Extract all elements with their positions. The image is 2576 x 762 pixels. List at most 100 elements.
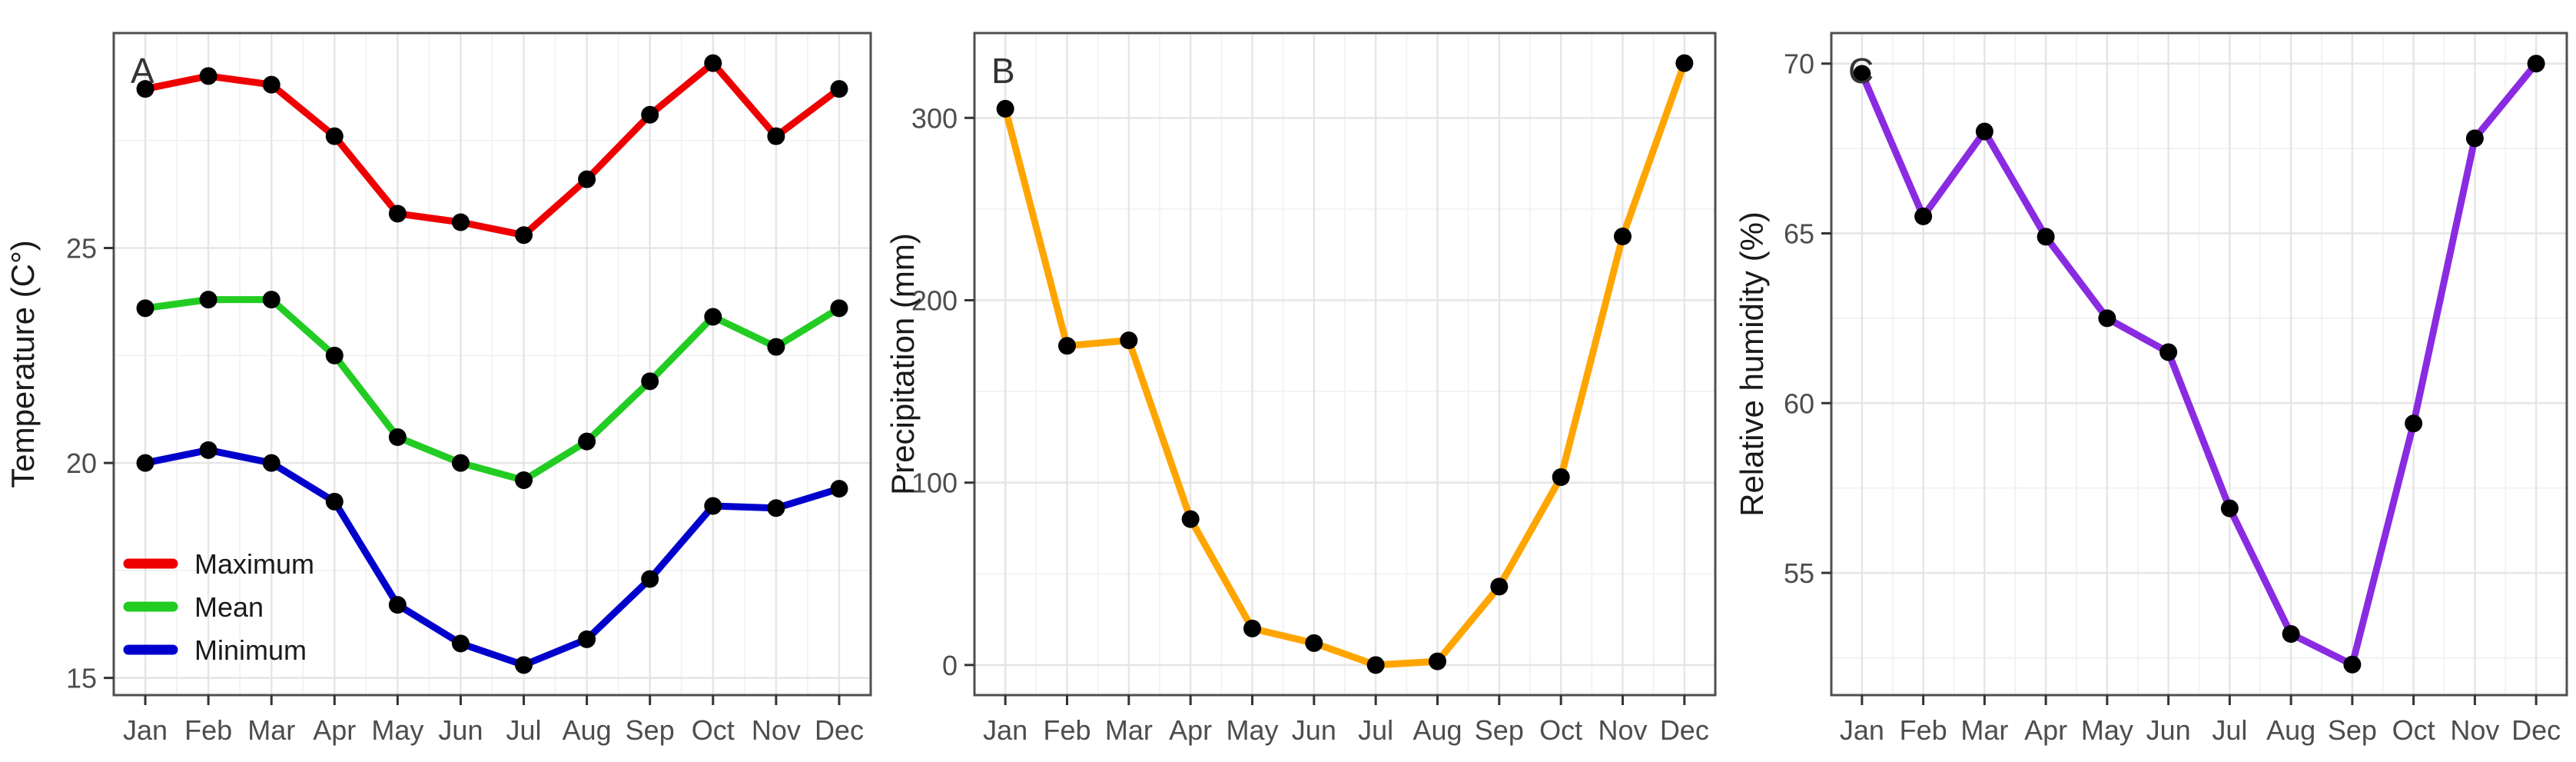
data-point (262, 75, 281, 94)
data-point (1305, 634, 1323, 652)
x-tick-label: Jun (1292, 714, 1336, 746)
panel-b-precipitation: 0 100 200 300 Jan Feb Mar Apr May Jun Jul Aug Sep Oct… (880, 0, 1729, 762)
data-point (325, 346, 344, 364)
data-point (2159, 343, 2178, 361)
data-point (2037, 228, 2055, 246)
x-tick-label: Aug (563, 714, 612, 746)
data-point (515, 226, 533, 245)
data-point (578, 630, 596, 648)
x-tick-label: Apr (2024, 714, 2067, 746)
x-tick-label: Dec (2511, 714, 2561, 746)
x-tick-label: Jul (1358, 714, 1393, 746)
panel-border (973, 32, 1717, 697)
data-point (1181, 510, 1200, 528)
x-tick-label: Dec (1660, 714, 1709, 746)
data-point (1614, 227, 1632, 245)
data-point (262, 291, 281, 309)
legend-label-maximum: Maximum (194, 548, 314, 580)
data-point (2527, 55, 2545, 73)
x-tick-label: Nov (2450, 714, 2499, 746)
data-point (996, 99, 1014, 118)
series-line-minimum (141, 446, 843, 669)
series-line-maximum (141, 59, 843, 239)
x-tick-label: Jan (983, 714, 1027, 746)
x-tick-label: Mar (1105, 714, 1153, 746)
data-point (2220, 499, 2239, 517)
y-tick-label: 0 (942, 650, 958, 681)
data-point (830, 480, 848, 498)
data-point (1853, 65, 1871, 83)
legend-label-mean: Mean (194, 591, 264, 623)
y-tick-label: 65 (1784, 218, 1814, 250)
x-tick-label: Nov (752, 714, 801, 746)
data-point (578, 170, 596, 188)
series-line-mean (141, 296, 843, 484)
series-line-precipitation (1001, 59, 1688, 669)
data-point (2343, 655, 2362, 674)
y-tick-label: 100 (911, 468, 958, 499)
x-tick-label: Jan (1840, 714, 1884, 746)
x-tick-label: Dec (815, 714, 864, 746)
x-tick-label: Jul (2212, 714, 2247, 746)
x-tick-label: Feb (1043, 714, 1090, 746)
data-point (830, 80, 848, 98)
data-point (578, 432, 596, 451)
data-point (199, 291, 217, 309)
data-point (515, 471, 533, 489)
y-tick-label: 60 (1784, 388, 1814, 419)
x-tick-label: May (1226, 714, 1278, 746)
x-tick-label: May (371, 714, 423, 746)
panel-letter: C (1848, 51, 1874, 91)
data-point (388, 596, 407, 614)
x-tick-label: Sep (1475, 714, 1524, 746)
x-tick-label: Jun (2146, 714, 2191, 746)
data-point (704, 308, 722, 326)
data-point (2405, 414, 2423, 433)
data-point (2282, 625, 2300, 644)
data-point (199, 67, 217, 85)
data-point (515, 656, 533, 674)
y-tick-label: 15 (66, 663, 97, 694)
data-point (451, 634, 470, 653)
x-tick-label: Oct (1539, 714, 1582, 746)
data-point (388, 428, 407, 447)
x-tick-label: Sep (2328, 714, 2377, 746)
y-tick-label: 25 (66, 233, 97, 265)
data-point (1975, 122, 1993, 141)
x-tick-label: Oct (692, 714, 735, 746)
data-point (1243, 619, 1261, 637)
data-point (1429, 652, 1446, 670)
data-point (830, 299, 848, 318)
data-point (767, 127, 785, 145)
data-point (641, 372, 659, 391)
data-point (325, 492, 344, 511)
series-line-relative-humidity (1858, 60, 2540, 668)
x-tick-label: Aug (1412, 714, 1462, 746)
y-tick-label: 70 (1784, 48, 1814, 80)
data-point (1120, 331, 1138, 350)
data-point (704, 54, 722, 72)
data-point (199, 441, 217, 459)
panel-border (1830, 32, 2568, 697)
x-tick-label: Sep (626, 714, 675, 746)
data-point (641, 570, 659, 588)
x-tick-label: Feb (1900, 714, 1947, 746)
data-point (1675, 54, 1694, 72)
x-tick-label: Nov (1598, 714, 1647, 746)
data-point (767, 499, 785, 517)
y-axis-title: Relative humidity (%) (1734, 211, 1770, 517)
data-point (136, 80, 154, 98)
panel-c-humidity: 55 60 65 70 Jan Feb Mar Apr May Jun Jul Aug Sep Oct No… (1729, 0, 2576, 762)
data-point (2465, 129, 2484, 148)
data-point (1058, 337, 1076, 355)
data-point (641, 105, 659, 124)
data-point (1366, 656, 1385, 674)
data-point (325, 127, 344, 145)
data-point (2098, 309, 2116, 328)
legend-label-minimum: Minimum (194, 634, 307, 666)
humidity-chart: 55 60 65 70 Jan Feb Mar Apr May Jun Jul Aug Sep Oct No… (1734, 32, 2568, 746)
panel-a-temperature: 15 20 25 Jan Feb Mar Apr May Jun Jul Aug Sep Oct Nov D… (0, 0, 880, 762)
y-tick-label: 55 (1784, 557, 1814, 589)
y-tick-label: 200 (911, 285, 958, 316)
